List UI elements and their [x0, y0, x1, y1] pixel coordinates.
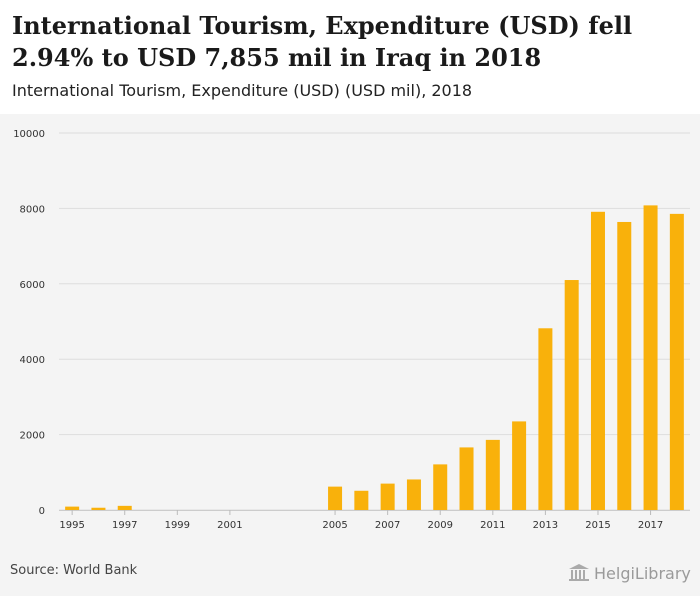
- x-tick-label: 2009: [428, 520, 453, 531]
- brand-name: HelgiLibrary: [594, 563, 691, 583]
- source-label: Source: World Bank: [10, 563, 138, 578]
- bar: [65, 506, 80, 510]
- bar: [564, 280, 579, 510]
- bar: [485, 439, 500, 510]
- bar: [512, 421, 527, 510]
- bar: [117, 505, 132, 510]
- bar: [538, 328, 553, 510]
- bar: [433, 464, 448, 510]
- bar: [459, 447, 474, 510]
- bar: [354, 490, 369, 510]
- bar: [328, 486, 343, 510]
- x-tick-label: 1997: [112, 520, 137, 531]
- y-tick-label: 4000: [20, 355, 45, 366]
- chart-subtitle: International Tourism, Expenditure (USD)…: [12, 81, 473, 100]
- bar: [380, 483, 395, 510]
- bar: [669, 213, 684, 510]
- y-tick-label: 6000: [20, 280, 45, 291]
- bar: [617, 221, 632, 511]
- plot-area: [0, 114, 700, 596]
- x-tick-label: 2011: [480, 520, 505, 531]
- bar: [590, 211, 605, 510]
- bar: [643, 205, 658, 510]
- y-tick-label: 0: [39, 506, 45, 517]
- x-tick-label: 2005: [322, 520, 347, 531]
- header: International Tourism, Expenditure (USD)…: [0, 0, 700, 114]
- x-tick-label: 1999: [165, 520, 190, 531]
- y-tick-label: 8000: [20, 204, 45, 215]
- bar: [406, 479, 421, 510]
- x-tick-label: 2015: [585, 520, 610, 531]
- y-tick-label: 10000: [13, 129, 45, 140]
- brand-logo[interactable]: HelgiLibrary: [568, 562, 691, 584]
- x-tick-label: 1995: [59, 520, 84, 531]
- chart-title: International Tourism, Expenditure (USD)…: [12, 11, 633, 72]
- bar: [91, 507, 106, 510]
- y-tick-label: 2000: [20, 431, 45, 442]
- x-tick-label: 2007: [375, 520, 400, 531]
- library-icon: [569, 564, 589, 581]
- x-tick-label: 2001: [217, 520, 242, 531]
- x-tick-label: 2013: [533, 520, 558, 531]
- x-tick-label: 2017: [638, 520, 663, 531]
